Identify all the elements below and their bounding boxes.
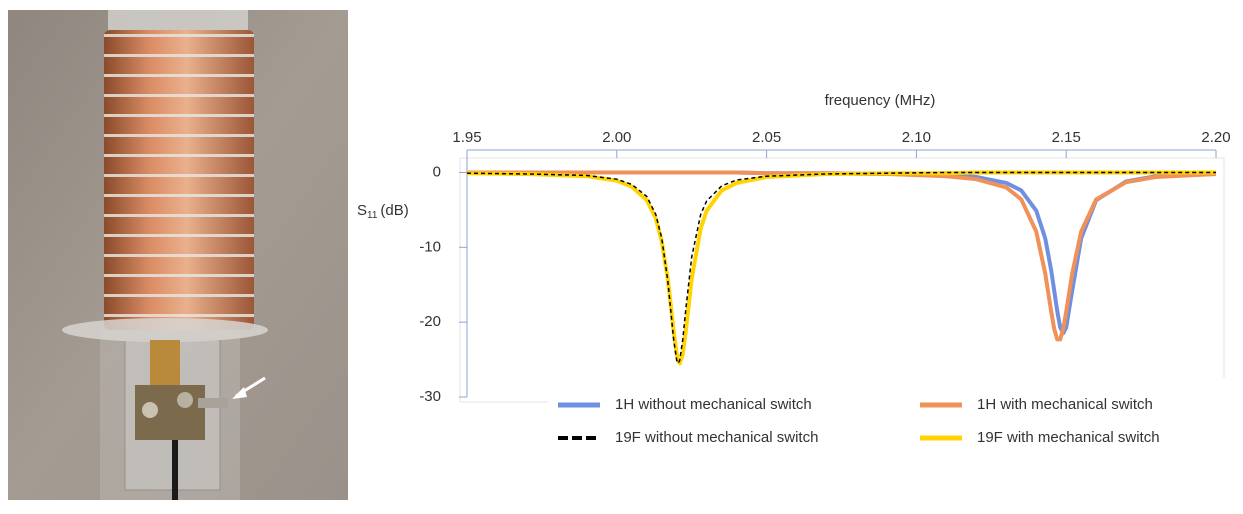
y-tick-label: -30 [419, 388, 441, 405]
x-tick-label: 1.95 [452, 129, 481, 146]
legend [548, 378, 1238, 456]
series-line [466, 171, 1216, 365]
x-tick-label: 2.10 [902, 129, 931, 146]
legend-label: 1H without mechanical switch [615, 396, 812, 413]
x-tick-label: 2.20 [1201, 129, 1230, 146]
y-axis-title: S11 (dB) [357, 202, 409, 221]
y-tick-label: -10 [419, 238, 441, 255]
x-tick-label: 2.00 [602, 129, 631, 146]
plot-area [459, 157, 1225, 403]
photo [8, 10, 348, 500]
y-axis-title-sub: 11 [367, 210, 378, 221]
x-axis-title: frequency (MHz) [825, 92, 936, 109]
legend-label: 1H with mechanical switch [977, 396, 1153, 413]
x-tick-label: 2.15 [1052, 129, 1081, 146]
y-axis-title-main: S [357, 202, 367, 219]
series-line [467, 170, 1217, 342]
legend-label: 19F with mechanical switch [977, 429, 1160, 446]
x-tick-label: 2.05 [752, 129, 781, 146]
series-line [466, 170, 1216, 366]
y-tick-label: -20 [419, 313, 441, 330]
y-axis-title-unit: (dB) [380, 202, 408, 219]
y-tick-label: 0 [433, 163, 441, 180]
legend-label: 19F without mechanical switch [615, 429, 818, 446]
